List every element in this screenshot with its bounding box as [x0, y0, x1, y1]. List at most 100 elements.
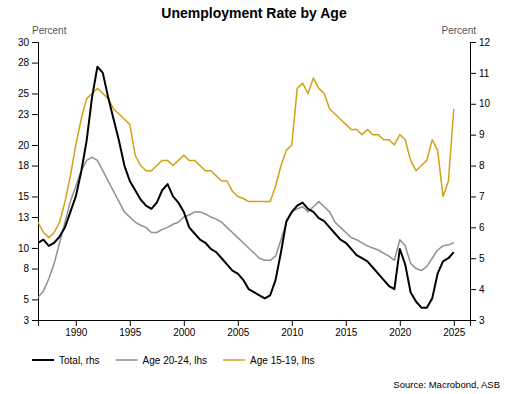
legend-label: Total, rhs [59, 355, 100, 366]
tick-mark [470, 135, 476, 136]
tick: 5 [23, 294, 38, 305]
axis-line [32, 43, 39, 321]
tick-label: 10 [18, 243, 30, 254]
tick-label: 20 [18, 140, 30, 151]
tick: 5 [470, 253, 485, 264]
tick-label: 5 [23, 294, 29, 305]
y-label: Percent [32, 25, 67, 36]
tick-mark [32, 93, 38, 94]
tick-mark [32, 217, 38, 218]
y2-axis: 3456789101112 [470, 37, 491, 326]
tick-mark [32, 114, 38, 115]
tick: 2005 [227, 320, 250, 338]
tick-label: 8 [479, 160, 485, 171]
legend-item: Age 20-24, lhs [116, 355, 208, 366]
legend: Total, rhs Age 20-24, lhs Age 15-19, lhs [32, 355, 315, 366]
tick: 20 [18, 140, 38, 151]
tick: 30 [18, 37, 38, 48]
tick-mark [470, 320, 476, 321]
legend-label: Age 15-19, lhs [250, 355, 315, 366]
tick-mark [32, 299, 38, 300]
tick-mark [32, 145, 38, 146]
tick: 1995 [119, 320, 142, 338]
axis-line [471, 43, 477, 321]
tick-label: 25 [18, 88, 30, 99]
tick: 1990 [65, 320, 88, 338]
tick: 10 [18, 243, 38, 254]
tick: 12 [470, 37, 491, 48]
tick-mark [454, 320, 455, 326]
chart: 1990199520002005201020152020202535810131… [0, 0, 508, 394]
legend-item: Total, rhs [32, 355, 100, 366]
tick-mark [76, 320, 77, 326]
tick: 13 [18, 212, 38, 223]
tick-mark [470, 166, 476, 167]
title: Unemployment Rate by Age [161, 5, 347, 21]
tick-mark [470, 42, 476, 43]
tick: 2015 [335, 320, 358, 338]
tick: 15 [18, 191, 38, 202]
tick-label: 1990 [65, 327, 88, 338]
lines [38, 67, 454, 308]
tick-mark [32, 166, 38, 167]
tick-label: 23 [18, 109, 30, 120]
tick: 8 [470, 160, 485, 171]
tick: 2000 [173, 320, 196, 338]
tick: 11 [470, 68, 490, 79]
tick-label: 9 [479, 129, 485, 140]
x-axis: 1990 1995 2000 2005 2010 2015 2020 2025 [39, 320, 471, 338]
axis-line [39, 321, 471, 327]
tick-label: 8 [23, 263, 29, 274]
tick-mark [470, 104, 476, 105]
tick: 28 [18, 57, 38, 68]
tick: 2020 [389, 320, 412, 338]
tick-mark [470, 258, 476, 259]
tick-label: 3 [479, 315, 485, 326]
tick-mark [346, 320, 347, 326]
annotation: Source: Macrobond, ASB [393, 379, 500, 390]
tick-label: 28 [18, 57, 30, 68]
tick: 2025 [443, 320, 466, 338]
tick-mark [32, 320, 38, 321]
tick: 3 [470, 315, 485, 326]
tick-label: 12 [479, 37, 491, 48]
tick-label: 11 [479, 68, 490, 79]
tick-label: 2015 [335, 327, 358, 338]
y2-label: Percent [442, 25, 477, 36]
tick: 4 [470, 284, 485, 295]
tick-label: 4 [479, 284, 485, 295]
series-line [38, 78, 454, 238]
legend-swatch [223, 359, 245, 361]
legend-swatch [32, 359, 54, 361]
tick-label: 10 [479, 98, 491, 109]
legend-label: Age 20-24, lhs [143, 355, 208, 366]
series-line [38, 67, 454, 308]
tick: 2010 [281, 320, 304, 338]
tick-label: 13 [18, 212, 30, 223]
tick-label: 2005 [227, 327, 250, 338]
tick-label: 15 [18, 191, 30, 202]
tick-mark [130, 320, 131, 326]
tick-mark [470, 196, 476, 197]
tick-label: 6 [479, 222, 485, 233]
legend-item: Age 15-19, lhs [223, 355, 315, 366]
tick-mark [32, 269, 38, 270]
tick-mark [184, 320, 185, 326]
tick-label: 1995 [119, 327, 142, 338]
tick-label: 5 [479, 253, 485, 264]
legend-swatch [116, 359, 138, 361]
tick-mark [238, 320, 239, 326]
tick: 6 [470, 222, 485, 233]
tick: 8 [23, 263, 38, 274]
tick-label: 2020 [389, 327, 412, 338]
tick: 9 [470, 129, 485, 140]
tick-mark [470, 227, 476, 228]
series-line [38, 157, 454, 297]
tick-label: 2010 [281, 327, 304, 338]
tick-mark [470, 73, 476, 74]
tick-mark [292, 320, 293, 326]
tick-label: 2025 [443, 327, 466, 338]
tick-mark [470, 289, 476, 290]
tick-label: 2000 [173, 327, 196, 338]
tick-mark [32, 42, 38, 43]
